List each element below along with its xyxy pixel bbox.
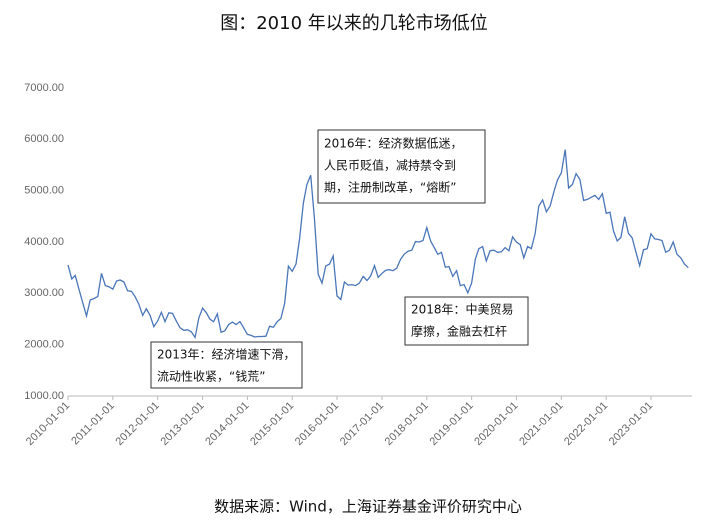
x-tick-label: 2019-01-01 xyxy=(427,400,475,448)
x-tick-label: 2015-01-01 xyxy=(248,400,296,448)
x-tick-label: 2011-01-01 xyxy=(69,400,117,448)
x-tick-label: 2018-01-01 xyxy=(383,400,431,448)
annotation-text: 流动性收紧，“钱荒” xyxy=(157,369,265,384)
x-tick-label: 2012-01-01 xyxy=(114,400,162,448)
line-series xyxy=(67,149,689,340)
x-tick-label: 2017-01-01 xyxy=(338,400,386,448)
annotation-box xyxy=(317,129,486,204)
annotation-text: 人民币贬值，减持禁令到 xyxy=(324,158,456,173)
x-tick-label: 2023-01-01 xyxy=(607,400,655,448)
annotation-text: 2016年：经济数据低迷， xyxy=(324,136,463,151)
x-tick-label: 2010-01-01 xyxy=(24,400,72,448)
annotation-box xyxy=(404,296,529,346)
x-tick-label: 2021-01-01 xyxy=(517,400,565,448)
annotation-text: 期，注册制改革，“熔断” xyxy=(324,180,456,195)
source-note: 数据来源：Wind，上海证券基金评价研究中心 xyxy=(214,498,522,516)
y-tick-label: 4000.00 xyxy=(24,236,64,248)
y-tick-label: 6000.00 xyxy=(24,133,64,145)
y-tick-label: 7000.00 xyxy=(24,82,64,94)
chart-title: 图：2010 年以来的几轮市场低位 xyxy=(220,13,488,34)
annotation-text: 摩擦，金融去杠杆 xyxy=(411,324,507,339)
x-tick-label: 2020-01-01 xyxy=(472,400,520,448)
annotation-text: 2018年：中美贸易 xyxy=(411,302,514,317)
y-tick-label: 5000.00 xyxy=(24,185,64,197)
annotation-text: 2013年：经济增速下滑， xyxy=(157,347,296,362)
y-tick-label: 3000.00 xyxy=(24,287,64,299)
x-tick-label: 2014-01-01 xyxy=(203,400,251,448)
annotation-box xyxy=(150,341,303,389)
y-tick-label: 2000.00 xyxy=(24,339,64,351)
y-tick-label: 1000.00 xyxy=(24,390,64,402)
x-tick-label: 2016-01-01 xyxy=(293,400,341,448)
x-tick-label: 2013-01-01 xyxy=(158,400,206,448)
x-tick-label: 2022-01-01 xyxy=(562,400,610,448)
